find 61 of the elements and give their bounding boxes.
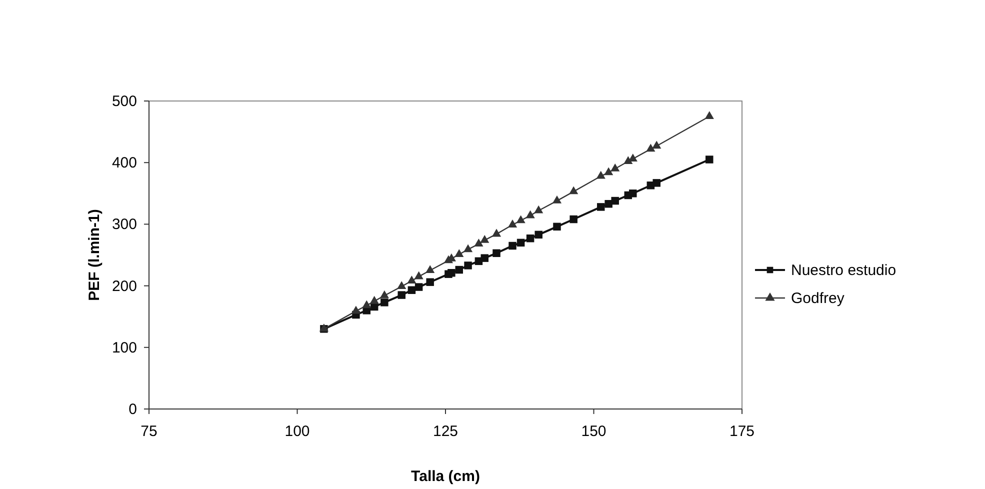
y-axis-title: PEF (l.min-1)	[86, 209, 103, 301]
point	[464, 262, 472, 270]
y-tick-label: 200	[112, 278, 137, 295]
point	[508, 220, 518, 228]
point	[596, 203, 605, 211]
point	[652, 140, 662, 149]
point	[426, 265, 435, 274]
point	[534, 205, 544, 214]
point	[534, 230, 542, 239]
x-tick-label: 75	[140, 423, 158, 440]
point	[414, 283, 423, 291]
point	[480, 254, 489, 262]
point	[397, 281, 406, 290]
point	[704, 111, 714, 120]
legend-label: Nuestro estudio	[791, 262, 896, 279]
y-tick-label: 500	[112, 93, 137, 110]
y-tick-label: 100	[112, 339, 137, 356]
point	[474, 238, 484, 247]
x-tick-label: 175	[729, 423, 755, 440]
x-tick-label: 150	[581, 423, 606, 440]
point	[569, 186, 578, 194]
point	[455, 266, 464, 274]
point	[570, 215, 578, 224]
point	[370, 296, 379, 304]
point	[611, 196, 619, 205]
point	[553, 222, 561, 231]
point	[508, 242, 516, 250]
point	[604, 167, 614, 176]
point	[414, 271, 424, 280]
point	[610, 163, 620, 172]
point	[526, 234, 534, 242]
point	[526, 210, 535, 218]
point	[362, 300, 372, 308]
y-tick-label: 400	[112, 154, 137, 172]
point	[596, 170, 606, 179]
point	[398, 291, 406, 299]
y-tick-label: 0	[128, 401, 137, 418]
point	[408, 286, 416, 294]
point	[516, 215, 526, 224]
point	[492, 249, 500, 258]
point	[463, 244, 473, 252]
point	[652, 179, 660, 187]
point	[351, 306, 361, 314]
point	[516, 238, 525, 247]
point	[706, 156, 714, 164]
point	[407, 276, 416, 284]
point	[380, 290, 389, 298]
x-tick-label: 125	[432, 423, 458, 440]
x-axis-title: Talla (cm)	[411, 468, 480, 485]
point	[552, 196, 562, 204]
x-tick-label: 100	[284, 423, 310, 440]
point	[448, 268, 456, 277]
y-tick-label: 300	[112, 216, 137, 234]
point	[492, 228, 502, 237]
point	[454, 249, 464, 258]
point	[480, 234, 490, 243]
point	[426, 278, 434, 286]
point	[646, 144, 656, 152]
point	[380, 298, 388, 306]
legend-label: Godfrey	[791, 290, 845, 307]
point	[629, 190, 637, 198]
